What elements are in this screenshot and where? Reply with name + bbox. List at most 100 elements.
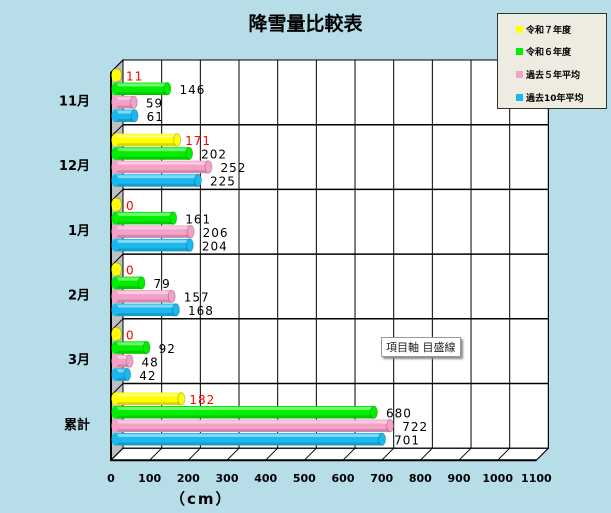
bar	[115, 174, 199, 187]
legend-item: 過去10年平均	[516, 91, 584, 104]
bar	[115, 368, 128, 381]
bar-end-cap	[185, 146, 194, 161]
category-gridline-side	[110, 318, 124, 332]
bar-end-cap	[125, 354, 134, 368]
bar-end-cap	[137, 276, 146, 290]
data-label: 171	[185, 134, 211, 148]
bar-end-cap	[130, 109, 139, 123]
bar-highlight	[115, 148, 190, 152]
bar-start-cap	[111, 303, 119, 317]
data-label: 161	[185, 212, 211, 226]
category-label: 2月	[68, 288, 90, 303]
category-gridline-side	[110, 59, 124, 73]
legend-label: 過去５年平均	[526, 71, 581, 81]
bar-end-cap	[177, 392, 186, 406]
category-gridline-side	[110, 189, 124, 202]
bar-highlight	[115, 239, 190, 243]
category-gridline-side	[110, 383, 124, 396]
bar-shade	[115, 234, 191, 238]
data-label: 182	[189, 393, 215, 407]
x-tick-label: 100	[138, 472, 161, 485]
x-gridline-floor	[458, 447, 472, 461]
bar-end-cap	[173, 133, 182, 147]
bar-start-cap	[111, 69, 119, 82]
bar-shade	[115, 364, 130, 368]
data-label: 0	[126, 199, 135, 213]
bar-start-cap	[111, 96, 119, 109]
bar-highlight	[115, 434, 383, 437]
bar-end-cap	[167, 289, 176, 304]
category-gridline-side	[110, 447, 124, 461]
x-gridline-floor	[226, 447, 240, 461]
x-tick-label: 1100	[521, 472, 552, 485]
bar	[115, 160, 209, 174]
bar-shade	[115, 156, 190, 160]
data-label: 701	[394, 434, 420, 448]
bar-start-cap	[111, 368, 119, 381]
category-label: 1月	[68, 224, 90, 239]
data-label: 146	[179, 83, 205, 97]
bar-start-cap	[111, 263, 119, 276]
data-label: 79	[154, 277, 171, 291]
bar	[115, 341, 147, 354]
data-label: 722	[402, 420, 428, 434]
legend-swatch	[516, 48, 523, 55]
x-tick-label: 1000	[482, 472, 513, 485]
bar-start-cap	[111, 174, 119, 187]
x-tick-label: 200	[177, 472, 200, 485]
data-label: 157	[184, 291, 210, 305]
axis-tooltip: 項目軸 目盛線	[381, 337, 461, 357]
x-gridline-floor	[381, 447, 395, 461]
bar	[115, 225, 191, 238]
bar	[115, 147, 190, 160]
bar-shade	[115, 429, 391, 432]
bar-highlight	[115, 175, 199, 179]
bar-highlight	[115, 369, 128, 373]
bar-shade	[115, 92, 168, 95]
data-label: 204	[202, 239, 228, 253]
bar-end-cap	[142, 340, 151, 355]
bar	[115, 406, 374, 419]
bar-highlight	[115, 420, 391, 424]
bar	[115, 419, 391, 432]
data-label: 11	[126, 70, 143, 84]
legend-item: 令和６年度	[516, 45, 571, 58]
data-label: 59	[146, 97, 163, 111]
category-gridline-side	[110, 253, 124, 267]
bar-end-cap	[185, 238, 194, 252]
x-gridline-floor	[187, 447, 201, 461]
bar-shade	[115, 119, 135, 122]
bar-start-cap	[111, 198, 119, 211]
bar-end-cap	[129, 95, 138, 109]
bar-shade	[115, 442, 383, 446]
bar	[115, 276, 142, 290]
bar-highlight	[115, 110, 135, 114]
x-tick-label: 600	[332, 472, 355, 485]
legend: 令和７年度 令和６年度 過去５年平均 過去10年平均	[497, 13, 607, 109]
bar-shade	[115, 402, 182, 405]
bar-end-cap	[186, 224, 195, 239]
data-label: 680	[386, 407, 412, 421]
bar-highlight	[115, 161, 209, 165]
data-label: 225	[210, 175, 236, 189]
bar	[115, 96, 134, 109]
x-gridline-floor	[536, 447, 549, 461]
bar	[115, 354, 130, 368]
data-label: 252	[220, 161, 246, 175]
x-tick-label: 800	[409, 472, 432, 485]
x-gridline-floor	[265, 447, 279, 461]
bar-highlight	[115, 212, 174, 216]
x-axis-label: （cm）	[170, 490, 233, 508]
data-label: 48	[142, 355, 159, 369]
legend-swatch	[516, 94, 523, 101]
x-gridline-floor	[149, 447, 163, 461]
legend-label: 過去10年平均	[526, 94, 584, 104]
chart-title: 降雪量比較表	[248, 13, 363, 35]
bar-start-cap	[111, 392, 119, 405]
bar-start-cap	[111, 82, 119, 95]
bar-start-cap	[111, 419, 119, 432]
x-tick-label: 500	[293, 472, 316, 485]
category-label: 累計	[64, 417, 90, 433]
category-gridline-side	[110, 124, 124, 138]
bar-start-cap	[111, 290, 119, 303]
